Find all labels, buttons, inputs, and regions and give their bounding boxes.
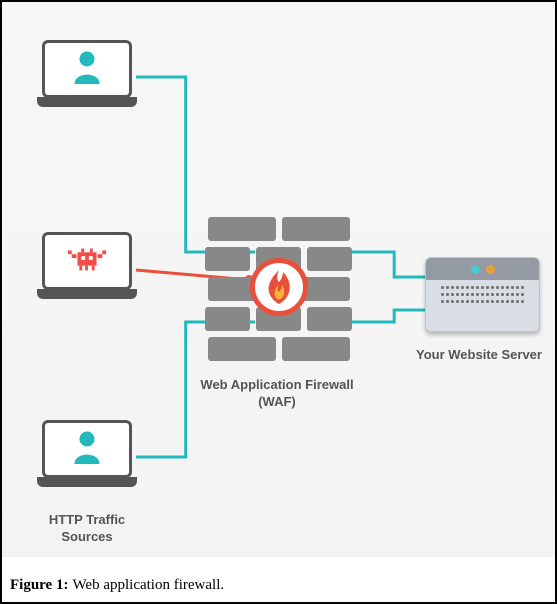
caption-label: Figure 1: — [10, 577, 68, 594]
server-led-icon — [486, 265, 495, 274]
attacker-icon — [66, 244, 108, 279]
website-server — [425, 257, 540, 332]
laptop-screen — [42, 420, 132, 478]
laptop-attacker — [37, 232, 137, 312]
server-vent-row — [434, 293, 531, 296]
label-waf: Web Application Firewall (WAF) — [187, 377, 367, 411]
server-led-icon — [471, 265, 480, 274]
caption-text: Web application firewall. — [72, 577, 224, 594]
server-vent-row — [434, 286, 531, 289]
laptop-base — [37, 477, 137, 487]
server-body — [426, 280, 539, 313]
laptop-user-1 — [37, 40, 137, 120]
label-http-sources: HTTP Traffic Sources — [32, 512, 142, 546]
laptop-base — [37, 97, 137, 107]
figure-caption: Figure 1: Web application firewall. — [10, 577, 224, 594]
laptop-screen — [42, 232, 132, 290]
laptop-screen — [42, 40, 132, 98]
server-top-panel — [426, 258, 539, 280]
label-server: Your Website Server — [415, 347, 543, 364]
fire-icon — [250, 258, 308, 316]
user-icon — [72, 429, 102, 469]
user-icon — [72, 49, 102, 89]
server-vent-row — [434, 300, 531, 303]
web-application-firewall — [196, 217, 361, 357]
laptop-user-2 — [37, 420, 137, 500]
laptop-base — [37, 289, 137, 299]
figure-frame: HTTP Traffic Sources Web Application Fir… — [0, 0, 557, 604]
diagram-area: HTTP Traffic Sources Web Application Fir… — [2, 2, 555, 557]
